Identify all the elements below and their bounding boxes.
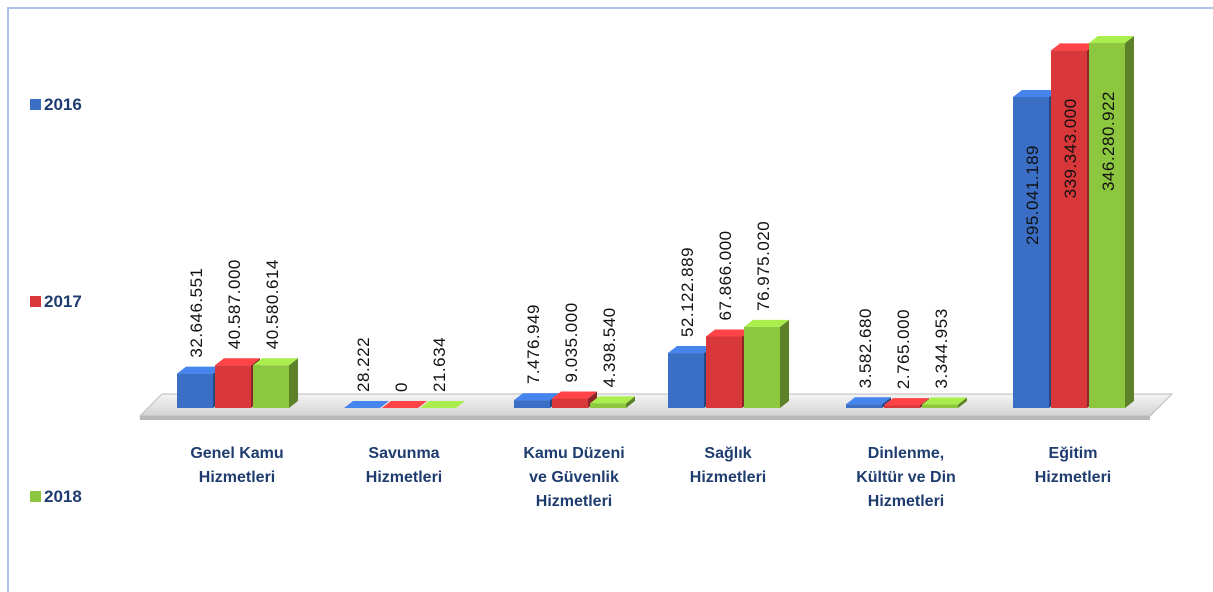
bar-top bbox=[552, 391, 597, 399]
bar-front bbox=[668, 353, 704, 408]
value-label: 9.035.000 bbox=[562, 302, 581, 382]
bar-front bbox=[1051, 50, 1087, 409]
bar-front bbox=[215, 365, 251, 408]
value-label: 4.398.540 bbox=[600, 307, 619, 387]
bar-side bbox=[1125, 36, 1134, 408]
value-label: 346.280.922 bbox=[1099, 91, 1118, 191]
legend-label: 2018 bbox=[44, 487, 82, 506]
bar-side bbox=[780, 319, 789, 408]
value-label: 339.343.000 bbox=[1061, 98, 1080, 198]
bar bbox=[177, 366, 222, 408]
value-label: 32.646.551 bbox=[187, 267, 206, 357]
bar bbox=[382, 401, 427, 408]
legend-swatch bbox=[30, 296, 41, 307]
bar-front bbox=[846, 404, 882, 408]
bar-top bbox=[253, 358, 298, 366]
legend-swatch bbox=[30, 491, 41, 502]
bar-side bbox=[456, 400, 465, 408]
value-label: 7.476.949 bbox=[524, 304, 543, 384]
bar-side bbox=[626, 396, 635, 408]
legend-label: 2016 bbox=[44, 95, 82, 114]
bar-top bbox=[922, 397, 967, 405]
bar-front bbox=[922, 404, 958, 408]
x-tick-label: Kamu Düzeni ve Güvenlik Hizmetleri bbox=[523, 445, 624, 510]
legend-label: 2017 bbox=[44, 292, 82, 311]
value-label: 40.587.000 bbox=[225, 259, 244, 349]
bar-top bbox=[514, 393, 559, 401]
bar-top bbox=[590, 396, 635, 404]
value-label: 3.344.953 bbox=[932, 308, 951, 388]
bar bbox=[590, 396, 635, 408]
bar-front bbox=[744, 326, 780, 408]
value-label: 40.580.614 bbox=[263, 259, 282, 349]
value-label: 3.582.680 bbox=[856, 308, 875, 388]
bar-front bbox=[706, 336, 742, 408]
bar-top bbox=[668, 346, 713, 354]
bar-front bbox=[177, 373, 213, 408]
x-tick-label: Dinlenme, Kültür ve Din Hizmetleri bbox=[856, 445, 956, 510]
value-label: 67.866.000 bbox=[716, 230, 735, 320]
bar-top bbox=[884, 398, 929, 406]
bar-top bbox=[215, 358, 260, 366]
value-label: 52.122.889 bbox=[678, 247, 697, 337]
bar-top bbox=[344, 400, 389, 408]
floor-edge bbox=[140, 416, 1150, 420]
bar-side bbox=[380, 400, 389, 408]
bar-top bbox=[177, 366, 222, 374]
bar-top bbox=[706, 329, 751, 337]
value-label: 28.222 bbox=[354, 337, 373, 392]
x-tick-label: Sağlık Hizmetleri bbox=[690, 445, 766, 486]
x-tick-label: Genel Kamu Hizmetleri bbox=[190, 445, 283, 486]
value-label: 0 bbox=[392, 382, 411, 392]
bar bbox=[744, 319, 789, 408]
value-label: 76.975.020 bbox=[754, 221, 773, 311]
bar bbox=[420, 400, 465, 408]
value-label: 295.041.189 bbox=[1023, 145, 1042, 245]
bar-top bbox=[420, 400, 465, 408]
bar-front bbox=[1089, 43, 1125, 408]
bar bbox=[344, 400, 389, 408]
bar-front bbox=[1013, 97, 1049, 409]
bar-front bbox=[253, 365, 289, 408]
legend-swatch bbox=[30, 99, 41, 110]
bar-top bbox=[382, 401, 427, 408]
bar-top bbox=[1089, 36, 1134, 43]
value-label: 21.634 bbox=[430, 337, 449, 392]
bar-side bbox=[289, 358, 298, 408]
bar-front bbox=[552, 398, 588, 408]
frame bbox=[7, 7, 1213, 592]
bar bbox=[253, 358, 298, 408]
bar-top bbox=[1051, 43, 1096, 51]
x-tick-label: Eğitim Hizmetleri bbox=[1035, 445, 1111, 486]
bar-top bbox=[1013, 90, 1058, 98]
bar bbox=[922, 397, 967, 408]
bar-front bbox=[884, 405, 920, 408]
bar-front bbox=[514, 400, 550, 408]
value-label: 2.765.000 bbox=[894, 309, 913, 389]
bar-side bbox=[958, 397, 967, 408]
bar-top bbox=[744, 319, 789, 327]
bar bbox=[1089, 36, 1134, 408]
bar-front bbox=[590, 403, 626, 408]
bar-top bbox=[846, 397, 891, 405]
x-tick-label: Savunma Hizmetleri bbox=[366, 445, 442, 486]
